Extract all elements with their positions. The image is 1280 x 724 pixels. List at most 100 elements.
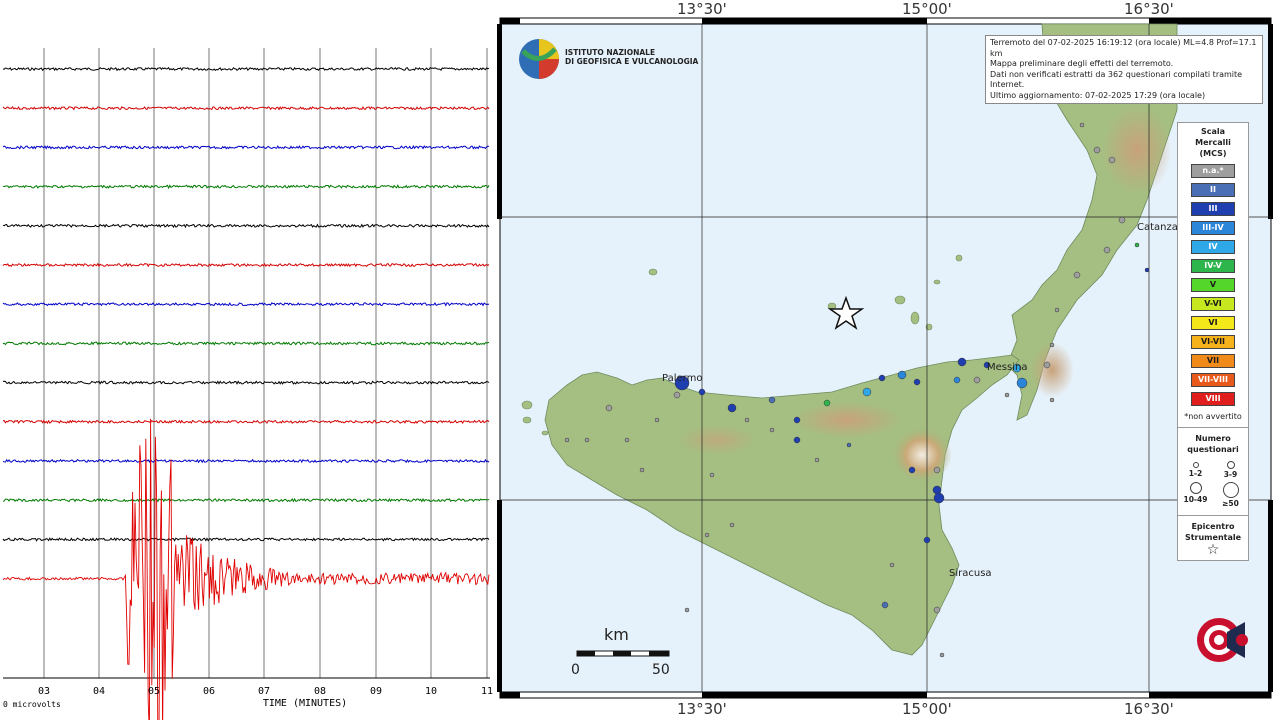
observation-dot <box>1079 122 1085 128</box>
observation-dot <box>639 467 645 473</box>
legend-level-5: IV-V <box>1191 259 1235 273</box>
mcs-legend: Scala Mercalli (MCS) n.a.* II III III-IV IV I… <box>1177 122 1249 561</box>
event-info-line4: Ultimo aggiornamento: 07-02-2025 17:29 (… <box>990 90 1206 100</box>
map-canvas <box>497 17 1273 699</box>
event-info-box: Terremoto del 07-02-2025 16:19:12 (ora l… <box>985 35 1263 104</box>
observation-dot <box>814 457 820 463</box>
time-tick-label: 07 <box>258 686 270 697</box>
observation-dot <box>1043 361 1051 369</box>
epicentre-title1: Epicentro <box>1191 522 1235 531</box>
observation-dot <box>862 387 872 397</box>
seismic-trace-0 <box>2 66 490 72</box>
map-border <box>497 17 1273 699</box>
questionari-title1: Numero <box>1195 434 1231 443</box>
seismic-trace-12 <box>2 537 490 542</box>
observation-dot <box>1012 363 1022 373</box>
observation-dot <box>605 404 613 412</box>
time-tick-label: 04 <box>93 686 105 697</box>
seismic-trace-10 <box>2 458 490 464</box>
time-tick-label: 08 <box>314 686 326 697</box>
observation-dot <box>698 388 706 396</box>
time-tick-label: 10 <box>425 686 437 697</box>
intensity-map: 13°30' 15°00' 16°30' 13°30' 15°00' 16°30… <box>497 0 1277 720</box>
observation-dot <box>1144 267 1150 273</box>
coord-top-2: 15°00' <box>902 0 952 18</box>
legend-level-11: VII-VIII <box>1191 373 1235 387</box>
q-label-3: 10-49 <box>1183 495 1208 504</box>
legend-title-line3: (MCS) <box>1199 149 1227 158</box>
legend-level-2: III <box>1191 202 1235 216</box>
seismic-trace-9 <box>2 419 490 425</box>
time-tick-label: 11 <box>481 686 493 697</box>
observation-dot <box>727 403 737 413</box>
observation-dot <box>933 606 941 614</box>
legend-level-4: IV <box>1191 240 1235 254</box>
seismic-trace-1 <box>2 105 490 111</box>
q-size-2: 3-9 <box>1213 459 1248 480</box>
event-info-line3: Dati non verificati estratti da 362 ques… <box>990 69 1243 90</box>
q-size-4: ≥50 <box>1213 482 1248 509</box>
legend-level-8: VI <box>1191 316 1235 330</box>
epicentre-star-icon: ☆ <box>1206 542 1220 558</box>
observation-dot <box>1134 242 1140 248</box>
observation-dot <box>1004 392 1010 398</box>
observation-dot <box>1049 342 1055 348</box>
observation-dot <box>973 376 981 384</box>
observation-dot <box>673 391 681 399</box>
observation-dot <box>923 536 931 544</box>
time-tick-label: 09 <box>370 686 382 697</box>
seismic-trace-3 <box>2 184 490 190</box>
ingv-name-line2: DI GEOFISICA E VULCANOLOGIA <box>565 57 699 66</box>
legend-level-1: II <box>1191 183 1235 197</box>
observation-dot <box>768 396 776 404</box>
observation-dot <box>1049 397 1055 403</box>
seismic-trace-7 <box>2 341 490 346</box>
seismogram-chart: 03 04 05 06 07 08 09 10 11 TIME (MINUTES) 0 microv… <box>2 48 493 720</box>
time-tick-label: 03 <box>38 686 50 697</box>
legend-note: *non avvertito <box>1184 412 1242 421</box>
questionari-grid: 1-2 3-9 10-49 ≥50 <box>1178 459 1248 509</box>
graticule <box>500 24 1271 692</box>
city-palermo: Palermo <box>662 373 703 384</box>
observation-dot <box>823 399 831 407</box>
observation-dot <box>704 532 710 538</box>
amplitude-scale-label: 0 microvolts <box>3 700 61 709</box>
seismic-trace-5 <box>2 262 490 268</box>
event-info-line1: Terremoto del 07-02-2025 16:19:12 (ora l… <box>990 38 1257 58</box>
etna-relief <box>892 427 952 483</box>
nebrodi-relief <box>792 402 902 438</box>
legend-level-3: III-IV <box>1191 221 1235 235</box>
observation-dot <box>684 607 690 613</box>
aeolian-islands <box>521 254 963 436</box>
city-siracusa: Siracusa <box>949 568 992 579</box>
legend-title: Scala Mercalli (MCS) <box>1178 126 1248 159</box>
q-label-1: 1-2 <box>1188 469 1203 478</box>
observation-dot <box>1108 156 1116 164</box>
ingv-name-line1: ISTITUTO NAZIONALE <box>565 48 656 57</box>
observation-dot <box>584 437 590 443</box>
seismic-trace-8 <box>2 380 490 385</box>
seismogram-panel: 03 04 05 06 07 08 09 10 11 TIME (MINUTES) 0 microv… <box>0 0 495 720</box>
observation-dot <box>1073 271 1081 279</box>
seismic-trace-6 <box>2 301 490 307</box>
aspromonte-relief <box>1030 342 1074 398</box>
observation-dot <box>744 417 750 423</box>
time-axis-title: TIME (MINUTES) <box>263 698 347 709</box>
legend-level-6: V <box>1191 278 1235 292</box>
observation-dot <box>793 416 801 424</box>
observation-dot <box>897 370 907 380</box>
observation-dot <box>913 378 921 386</box>
sila-relief <box>1102 105 1172 195</box>
observation-dot <box>793 436 801 444</box>
scale-bar-min: 0 <box>571 662 580 678</box>
seismic-trace-2 <box>2 145 489 150</box>
observation-dot <box>729 522 735 528</box>
observation-dot <box>624 437 630 443</box>
observation-dot <box>953 376 961 384</box>
coord-bottom-2: 15°00' <box>902 700 952 718</box>
observation-dot <box>983 361 991 369</box>
ingv-name: ISTITUTO NAZIONALE DI GEOFISICA E VULCAN… <box>565 48 698 66</box>
ingv-logo-icon <box>519 39 559 79</box>
q-label-4: ≥50 <box>1222 499 1239 508</box>
observation-dot <box>674 375 690 391</box>
